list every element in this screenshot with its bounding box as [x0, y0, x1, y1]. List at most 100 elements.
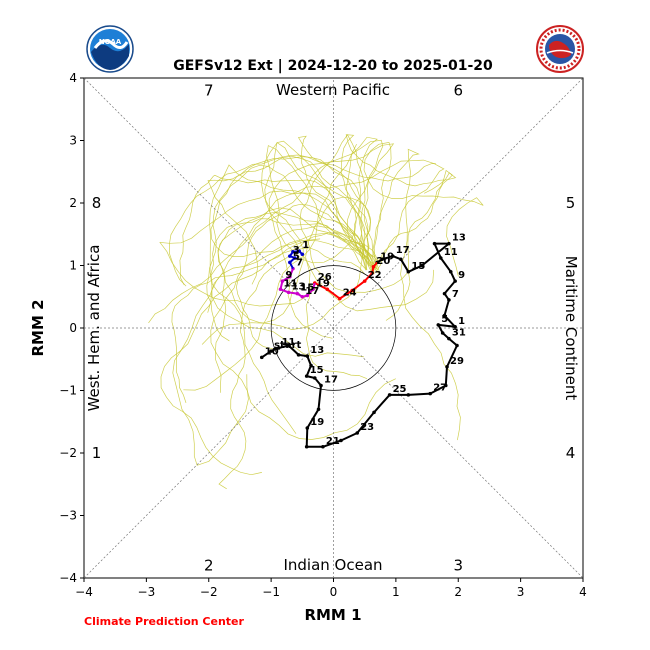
- data-point: [305, 293, 310, 298]
- ensemble-member: [210, 155, 370, 266]
- x-tick-label: −3: [138, 585, 156, 599]
- ensemble-member: [172, 232, 375, 466]
- phase-label: 1: [92, 444, 102, 462]
- day-label: start: [274, 340, 301, 351]
- x-tick-label: 3: [517, 585, 525, 599]
- day-label: 23: [360, 422, 374, 433]
- data-point: [293, 256, 297, 260]
- data-point: [420, 263, 424, 268]
- data-point: [296, 353, 301, 357]
- phase-label: 5: [566, 194, 576, 212]
- data-point: [448, 269, 453, 274]
- ensemble-member: [305, 196, 371, 380]
- ensemble-member: [171, 232, 379, 404]
- x-tick-label: −2: [200, 585, 218, 599]
- day-label: 17: [396, 245, 410, 256]
- data-point: [288, 260, 292, 265]
- data-point: [305, 354, 310, 358]
- data-point: [305, 426, 310, 430]
- data-point: [297, 249, 301, 253]
- data-point: [321, 444, 325, 449]
- phase-label: 4: [566, 444, 576, 462]
- data-point: [387, 393, 392, 397]
- y-tick-label: 2: [69, 196, 77, 210]
- data-point: [286, 343, 291, 348]
- data-point: [300, 294, 305, 299]
- data-point: [278, 287, 283, 292]
- data-point: [304, 444, 309, 449]
- data-point: [291, 249, 295, 254]
- y-tick-label: 3: [69, 134, 77, 148]
- day-label: 19: [310, 417, 324, 428]
- day-label: 7: [452, 289, 459, 300]
- y-tick-label: 0: [69, 321, 77, 335]
- day-label: 19: [316, 278, 330, 289]
- data-point: [447, 298, 451, 302]
- region-label-left: West. Hem. and Africa: [85, 245, 103, 412]
- data-point: [390, 254, 395, 258]
- x-tick-label: −4: [75, 585, 93, 599]
- ensemble-member: [340, 134, 457, 275]
- x-tick-label: 0: [330, 585, 338, 599]
- day-label: 13: [310, 345, 324, 356]
- day-label: 20: [376, 256, 390, 267]
- ensemble-member: [210, 225, 396, 440]
- data-point: [432, 241, 437, 246]
- x-tick-label: 1: [392, 585, 400, 599]
- ensemble-member: [268, 139, 384, 339]
- ensemble-member: [218, 247, 366, 490]
- y-tick-label: −3: [59, 509, 77, 523]
- data-point: [399, 257, 403, 262]
- ensemble-member: [148, 143, 395, 324]
- data-point: [269, 349, 273, 353]
- data-point: [309, 363, 313, 368]
- x-tick-label: 2: [454, 585, 462, 599]
- y-axis-label: RMM 2: [29, 299, 47, 356]
- day-label: 22: [368, 270, 382, 281]
- data-point: [453, 279, 457, 283]
- data-point: [337, 296, 342, 301]
- day-label: 19: [380, 251, 394, 262]
- data-point: [442, 291, 447, 296]
- day-label: 25: [393, 384, 407, 395]
- ensemble-member: [297, 135, 436, 260]
- credit-label: Climate Prediction Center: [84, 615, 244, 628]
- day-label: 1: [302, 240, 309, 251]
- day-label: 17: [305, 286, 319, 297]
- ensemble-member: [160, 240, 375, 476]
- phase-label: 8: [92, 194, 102, 212]
- day-label: 5: [441, 314, 448, 325]
- nws-logo: [536, 25, 584, 73]
- data-point: [447, 241, 451, 246]
- series-line-forecast_magenta: [279, 268, 316, 298]
- ensemble-member: [375, 169, 453, 321]
- y-tick-label: 1: [69, 259, 77, 273]
- day-label: 17: [324, 375, 338, 386]
- data-point: [428, 391, 432, 396]
- data-point: [362, 279, 367, 283]
- data-point: [300, 252, 305, 257]
- ensemble-member: [215, 218, 373, 393]
- ensemble-member: [266, 143, 379, 264]
- ensemble-member: [210, 211, 378, 434]
- data-point: [443, 383, 448, 388]
- data-point: [455, 343, 459, 348]
- data-point: [438, 256, 443, 260]
- day-label: 9: [458, 270, 465, 281]
- data-point: [259, 355, 264, 360]
- y-tick-label: −4: [59, 571, 77, 585]
- data-point: [280, 279, 285, 283]
- data-point: [288, 274, 292, 279]
- ensemble-member: [264, 140, 435, 312]
- data-point: [295, 291, 300, 296]
- data-point: [440, 331, 445, 335]
- ensemble-member: [201, 142, 375, 345]
- noaa-logo: NOAA: [86, 25, 134, 73]
- day-label: 31: [452, 328, 466, 339]
- data-point: [316, 407, 321, 412]
- unit-circle: [270, 265, 397, 391]
- data-point: [380, 257, 384, 262]
